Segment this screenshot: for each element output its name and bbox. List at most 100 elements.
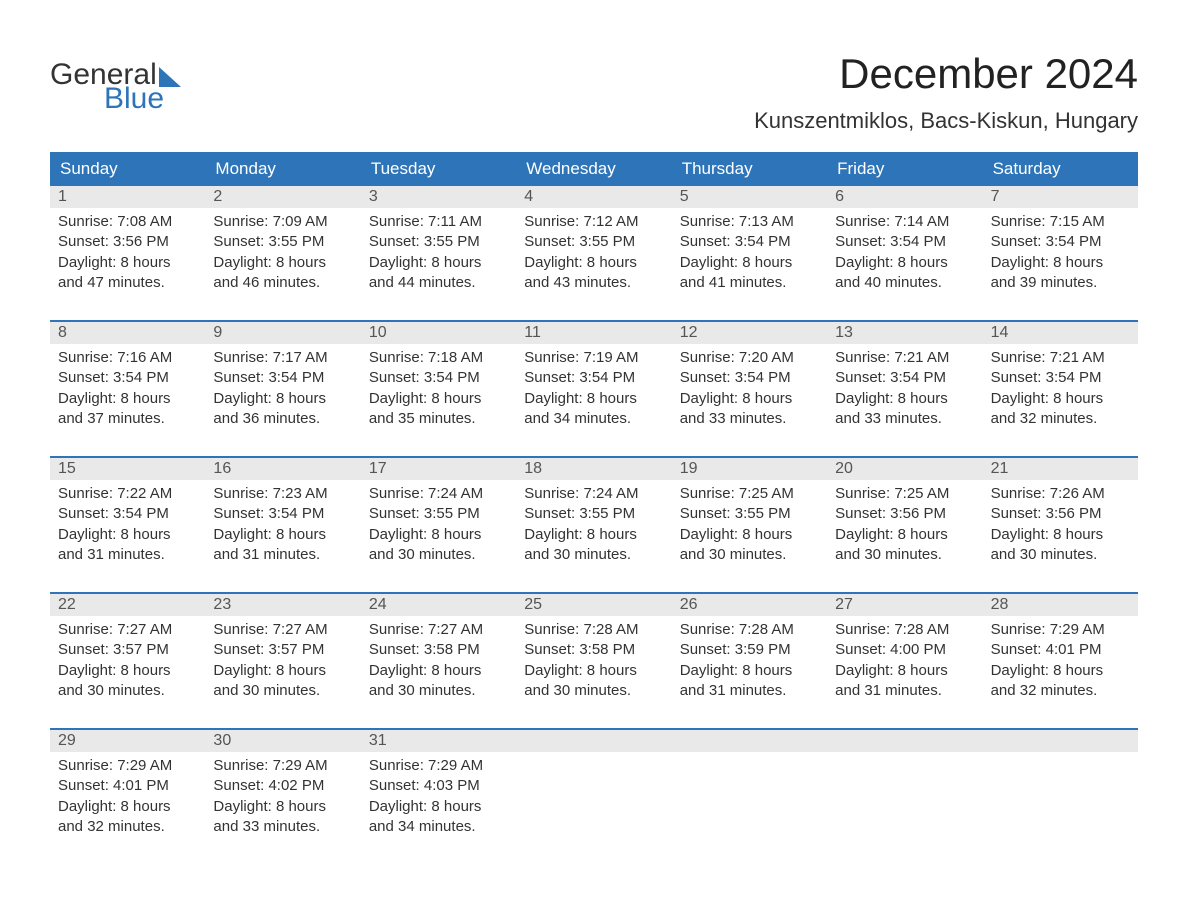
calendar-week: 293031Sunrise: 7:29 AMSunset: 4:01 PMDay… bbox=[50, 728, 1138, 848]
daylight-line-1: Daylight: 8 hours bbox=[369, 525, 508, 545]
sunrise-line: Sunrise: 7:28 AM bbox=[680, 620, 819, 640]
daylight-line-2: and 40 minutes. bbox=[835, 273, 974, 293]
day-cell: Sunrise: 7:25 AMSunset: 3:56 PMDaylight:… bbox=[827, 480, 982, 576]
sunset-line: Sunset: 3:54 PM bbox=[680, 368, 819, 388]
sunrise-line: Sunrise: 7:24 AM bbox=[369, 484, 508, 504]
sunset-line: Sunset: 3:54 PM bbox=[213, 368, 352, 388]
sunset-line: Sunset: 4:03 PM bbox=[369, 776, 508, 796]
day-number: 30 bbox=[205, 730, 360, 752]
daylight-line-1: Daylight: 8 hours bbox=[524, 389, 663, 409]
daylight-line-1: Daylight: 8 hours bbox=[680, 389, 819, 409]
sunrise-line: Sunrise: 7:13 AM bbox=[680, 212, 819, 232]
day-cell: Sunrise: 7:15 AMSunset: 3:54 PMDaylight:… bbox=[983, 208, 1138, 304]
day-cell bbox=[672, 752, 827, 848]
day-cell bbox=[827, 752, 982, 848]
day-cell: Sunrise: 7:13 AMSunset: 3:54 PMDaylight:… bbox=[672, 208, 827, 304]
sunset-line: Sunset: 3:55 PM bbox=[369, 504, 508, 524]
day-number: 5 bbox=[672, 186, 827, 208]
day-number: 6 bbox=[827, 186, 982, 208]
day-cell: Sunrise: 7:27 AMSunset: 3:57 PMDaylight:… bbox=[205, 616, 360, 712]
page-header: General Blue December 2024 Kunszentmiklo… bbox=[50, 50, 1138, 134]
daylight-line-1: Daylight: 8 hours bbox=[991, 661, 1130, 681]
daylight-line-2: and 30 minutes. bbox=[524, 545, 663, 565]
day-number: 11 bbox=[516, 322, 671, 344]
sunrise-line: Sunrise: 7:17 AM bbox=[213, 348, 352, 368]
sunset-line: Sunset: 3:54 PM bbox=[680, 232, 819, 252]
sunset-line: Sunset: 3:59 PM bbox=[680, 640, 819, 660]
logo: General Blue bbox=[50, 50, 181, 114]
sunrise-line: Sunrise: 7:27 AM bbox=[369, 620, 508, 640]
day-number bbox=[827, 730, 982, 752]
day-cell: Sunrise: 7:22 AMSunset: 3:54 PMDaylight:… bbox=[50, 480, 205, 576]
daylight-line-2: and 30 minutes. bbox=[524, 681, 663, 701]
daylight-line-2: and 32 minutes. bbox=[991, 681, 1130, 701]
daylight-line-2: and 46 minutes. bbox=[213, 273, 352, 293]
day-number: 21 bbox=[983, 458, 1138, 480]
sunset-line: Sunset: 3:56 PM bbox=[991, 504, 1130, 524]
day-cell: Sunrise: 7:21 AMSunset: 3:54 PMDaylight:… bbox=[983, 344, 1138, 440]
sunset-line: Sunset: 3:55 PM bbox=[213, 232, 352, 252]
weekday-header: Sunday bbox=[50, 152, 205, 186]
day-cell: Sunrise: 7:27 AMSunset: 3:57 PMDaylight:… bbox=[50, 616, 205, 712]
day-number: 24 bbox=[361, 594, 516, 616]
sunset-line: Sunset: 3:55 PM bbox=[680, 504, 819, 524]
daylight-line-2: and 32 minutes. bbox=[58, 817, 197, 837]
day-cell: Sunrise: 7:09 AMSunset: 3:55 PMDaylight:… bbox=[205, 208, 360, 304]
day-number: 25 bbox=[516, 594, 671, 616]
daylight-line-2: and 33 minutes. bbox=[680, 409, 819, 429]
daylight-line-1: Daylight: 8 hours bbox=[369, 797, 508, 817]
day-number-row: 891011121314 bbox=[50, 322, 1138, 344]
daylight-line-2: and 36 minutes. bbox=[213, 409, 352, 429]
daylight-line-2: and 35 minutes. bbox=[369, 409, 508, 429]
daylight-line-1: Daylight: 8 hours bbox=[58, 389, 197, 409]
daylight-line-2: and 34 minutes. bbox=[369, 817, 508, 837]
day-cell: Sunrise: 7:16 AMSunset: 3:54 PMDaylight:… bbox=[50, 344, 205, 440]
day-number-row: 293031 bbox=[50, 730, 1138, 752]
sunset-line: Sunset: 3:57 PM bbox=[213, 640, 352, 660]
day-number: 1 bbox=[50, 186, 205, 208]
daylight-line-1: Daylight: 8 hours bbox=[680, 661, 819, 681]
day-cell: Sunrise: 7:11 AMSunset: 3:55 PMDaylight:… bbox=[361, 208, 516, 304]
day-cell: Sunrise: 7:28 AMSunset: 4:00 PMDaylight:… bbox=[827, 616, 982, 712]
daylight-line-1: Daylight: 8 hours bbox=[58, 525, 197, 545]
day-cell: Sunrise: 7:26 AMSunset: 3:56 PMDaylight:… bbox=[983, 480, 1138, 576]
daylight-line-2: and 31 minutes. bbox=[58, 545, 197, 565]
day-number: 13 bbox=[827, 322, 982, 344]
day-number: 28 bbox=[983, 594, 1138, 616]
weekday-header: Thursday bbox=[672, 152, 827, 186]
daylight-line-2: and 30 minutes. bbox=[680, 545, 819, 565]
daylight-line-1: Daylight: 8 hours bbox=[680, 253, 819, 273]
day-number bbox=[983, 730, 1138, 752]
day-number-row: 22232425262728 bbox=[50, 594, 1138, 616]
sunset-line: Sunset: 3:54 PM bbox=[835, 232, 974, 252]
daylight-line-1: Daylight: 8 hours bbox=[58, 797, 197, 817]
day-cell: Sunrise: 7:28 AMSunset: 3:59 PMDaylight:… bbox=[672, 616, 827, 712]
weekday-header: Tuesday bbox=[361, 152, 516, 186]
sunset-line: Sunset: 4:00 PM bbox=[835, 640, 974, 660]
day-number: 16 bbox=[205, 458, 360, 480]
day-number: 17 bbox=[361, 458, 516, 480]
sunset-line: Sunset: 3:54 PM bbox=[58, 368, 197, 388]
sunrise-line: Sunrise: 7:29 AM bbox=[213, 756, 352, 776]
calendar-week: 891011121314Sunrise: 7:16 AMSunset: 3:54… bbox=[50, 320, 1138, 440]
daylight-line-1: Daylight: 8 hours bbox=[835, 661, 974, 681]
daylight-line-2: and 39 minutes. bbox=[991, 273, 1130, 293]
sunrise-line: Sunrise: 7:15 AM bbox=[991, 212, 1130, 232]
sunrise-line: Sunrise: 7:18 AM bbox=[369, 348, 508, 368]
day-number: 7 bbox=[983, 186, 1138, 208]
daylight-line-1: Daylight: 8 hours bbox=[835, 253, 974, 273]
day-number: 10 bbox=[361, 322, 516, 344]
daylight-line-1: Daylight: 8 hours bbox=[524, 661, 663, 681]
daylight-line-1: Daylight: 8 hours bbox=[58, 253, 197, 273]
day-number-row: 15161718192021 bbox=[50, 458, 1138, 480]
day-cell bbox=[516, 752, 671, 848]
daylight-line-2: and 43 minutes. bbox=[524, 273, 663, 293]
daylight-line-2: and 30 minutes. bbox=[369, 545, 508, 565]
day-number: 14 bbox=[983, 322, 1138, 344]
day-number: 27 bbox=[827, 594, 982, 616]
daylight-line-1: Daylight: 8 hours bbox=[213, 525, 352, 545]
sunrise-line: Sunrise: 7:24 AM bbox=[524, 484, 663, 504]
location-subtitle: Kunszentmiklos, Bacs-Kiskun, Hungary bbox=[754, 108, 1138, 134]
day-number: 12 bbox=[672, 322, 827, 344]
day-cell: Sunrise: 7:23 AMSunset: 3:54 PMDaylight:… bbox=[205, 480, 360, 576]
